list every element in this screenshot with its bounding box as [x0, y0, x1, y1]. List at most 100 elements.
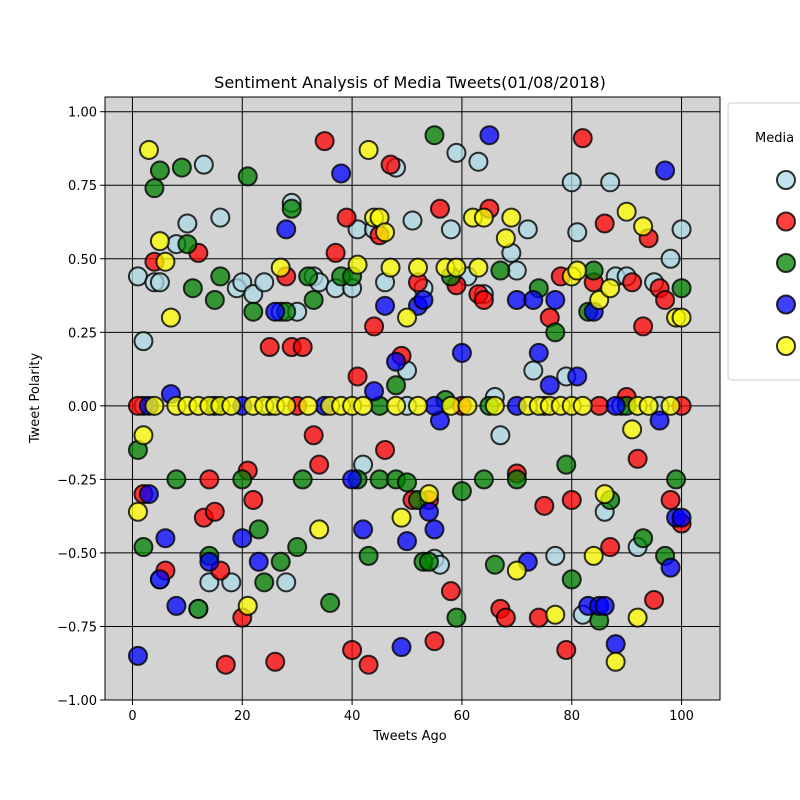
data-point: [232, 528, 253, 549]
data-point: [204, 289, 225, 310]
legend-markers: [776, 170, 796, 356]
data-point: [127, 501, 148, 522]
y-tick-label: 0.50: [68, 253, 97, 268]
data-point: [309, 454, 330, 475]
data-point: [199, 551, 220, 572]
data-point: [364, 316, 385, 337]
data-point: [594, 213, 615, 234]
data-point: [605, 395, 626, 416]
data-point: [138, 484, 159, 505]
data-point: [248, 519, 269, 540]
data-point: [336, 207, 357, 228]
data-point: [193, 154, 214, 175]
x-tick-label: 40: [344, 709, 361, 724]
data-point: [528, 342, 549, 363]
data-point: [440, 219, 461, 240]
data-point: [149, 569, 170, 590]
data-point: [127, 266, 148, 287]
data-point: [671, 278, 692, 299]
legend-marker: [776, 170, 796, 190]
data-point: [320, 592, 341, 613]
data-point: [204, 501, 225, 522]
data-point: [633, 316, 654, 337]
data-point: [583, 260, 604, 281]
data-point: [391, 637, 412, 658]
data-point: [627, 448, 648, 469]
data-point: [210, 266, 231, 287]
data-point: [446, 607, 467, 628]
data-point: [567, 366, 588, 387]
data-point: [418, 551, 439, 572]
data-point: [545, 545, 566, 566]
data-point: [479, 125, 500, 146]
data-point: [523, 289, 544, 310]
data-point: [380, 154, 401, 175]
data-point: [484, 395, 505, 416]
data-point: [292, 469, 313, 490]
data-point: [556, 639, 577, 660]
data-point: [523, 360, 544, 381]
data-point: [166, 469, 187, 490]
data-point: [561, 489, 582, 510]
legend-title: Media: [755, 131, 794, 146]
data-point: [561, 172, 582, 193]
x-axis-label: Tweets Ago: [372, 729, 447, 744]
data-point: [314, 131, 335, 152]
data-point: [386, 395, 407, 416]
data-point: [397, 472, 418, 493]
data-point: [182, 278, 203, 299]
data-point: [440, 581, 461, 602]
data-point: [215, 654, 236, 675]
y-axis-ticks: −1.00 −0.75 −0.50 −0.25 0.00 0.25 0.50 0.75 1.00: [57, 106, 105, 709]
data-point: [424, 519, 445, 540]
data-point: [451, 342, 472, 363]
data-point: [358, 654, 379, 675]
data-point: [506, 469, 527, 490]
data-point: [446, 142, 467, 163]
data-point: [325, 242, 346, 263]
data-point: [429, 198, 450, 219]
data-point: [177, 234, 198, 255]
data-point: [237, 166, 258, 187]
y-tick-label: 0.25: [68, 326, 97, 341]
data-point: [594, 484, 615, 505]
data-point: [506, 260, 527, 281]
x-tick-label: 100: [669, 709, 694, 724]
data-point: [572, 395, 593, 416]
data-point: [375, 439, 396, 460]
data-point: [545, 322, 566, 343]
x-tick-label: 20: [234, 709, 251, 724]
data-point: [616, 201, 637, 222]
data-point: [138, 139, 159, 160]
data-point: [600, 537, 621, 558]
data-point: [358, 139, 379, 160]
data-point: [309, 519, 330, 540]
data-point: [490, 260, 511, 281]
data-point: [248, 551, 269, 572]
data-point: [407, 395, 428, 416]
y-tick-label: −1.00: [57, 694, 97, 709]
data-point: [567, 260, 588, 281]
data-point: [402, 210, 423, 231]
data-point: [281, 198, 302, 219]
data-point: [446, 257, 467, 278]
data-point: [495, 607, 516, 628]
data-point: [133, 537, 154, 558]
data-point: [589, 395, 610, 416]
data-point: [375, 222, 396, 243]
data-point: [276, 219, 297, 240]
data-point: [660, 489, 681, 510]
legend-marker: [776, 336, 796, 356]
x-tick-label: 60: [454, 709, 471, 724]
x-tick-label: 80: [563, 709, 580, 724]
data-point: [671, 307, 692, 328]
plot-frame: [104, 96, 721, 701]
data-point: [517, 219, 538, 240]
data-point: [660, 248, 681, 269]
y-tick-label: 0.00: [68, 400, 97, 415]
data-point: [638, 395, 659, 416]
data-point: [666, 469, 687, 490]
data-point: [342, 639, 363, 660]
data-point: [144, 395, 165, 416]
data-point: [594, 595, 615, 616]
